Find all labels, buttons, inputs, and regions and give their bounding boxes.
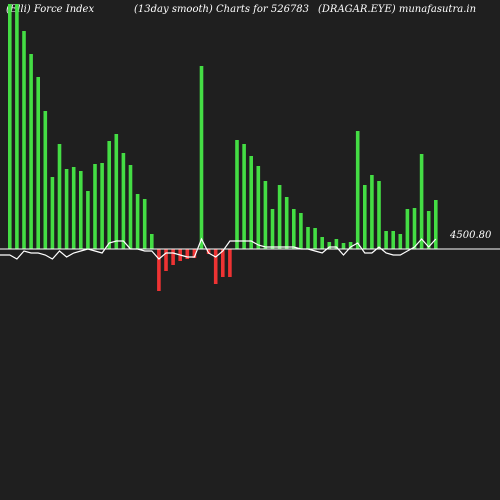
- bar: [391, 231, 395, 249]
- bar: [93, 164, 97, 249]
- bar: [256, 166, 261, 249]
- bar: [377, 181, 381, 249]
- bar: [355, 131, 360, 249]
- bar: [192, 249, 197, 258]
- bar: [107, 141, 111, 249]
- bar: [299, 213, 303, 249]
- bar: [199, 66, 204, 249]
- bar: [228, 249, 232, 277]
- bar: [341, 243, 346, 249]
- chart-header-left: (Elli) Force Index: [6, 4, 95, 15]
- bar: [348, 242, 353, 249]
- bar: [242, 144, 246, 249]
- bar: [384, 231, 388, 249]
- bar: [64, 169, 69, 249]
- bar: [398, 234, 403, 249]
- bar: [320, 237, 324, 249]
- bar: [405, 209, 410, 249]
- bar: [128, 165, 133, 249]
- bar: [263, 181, 268, 249]
- bar: [327, 242, 332, 249]
- bar: [15, 4, 19, 249]
- bar: [284, 197, 289, 249]
- bar: [121, 153, 126, 249]
- bar: [370, 175, 374, 249]
- bar: [114, 134, 119, 249]
- bar: [79, 171, 83, 249]
- bar: [100, 163, 104, 249]
- chart-header-right: (DRAGAR.EYE) munafasutra.in: [318, 4, 477, 15]
- chart-header-center: (13day smooth) Charts for 526783: [134, 4, 310, 15]
- bar: [150, 234, 154, 249]
- bar: [142, 199, 147, 249]
- bar: [334, 239, 339, 249]
- bar: [426, 211, 431, 249]
- bar: [22, 31, 26, 249]
- bar: [363, 185, 367, 249]
- bar: [86, 191, 90, 249]
- bar: [71, 167, 76, 249]
- bar: [185, 249, 190, 259]
- bar: [8, 4, 12, 249]
- smooth-line: [0, 237, 437, 260]
- bar: [434, 200, 438, 249]
- bar: [221, 249, 225, 277]
- bar: [292, 209, 296, 249]
- bar: [29, 54, 33, 249]
- bar: [206, 249, 211, 254]
- bar: [171, 249, 175, 265]
- bar: [412, 208, 417, 249]
- bar: [419, 154, 424, 249]
- bar: [235, 140, 239, 249]
- bar: [50, 177, 55, 249]
- bar: [213, 249, 218, 284]
- bar: [313, 228, 317, 249]
- bar: [57, 144, 62, 249]
- baseline-level-label: 4500.80: [449, 230, 492, 241]
- bar: [135, 194, 140, 249]
- bar: [164, 249, 168, 271]
- bar: [306, 227, 310, 249]
- bar: [270, 209, 275, 249]
- bar: [43, 111, 48, 249]
- bar: [249, 156, 253, 249]
- bar: [277, 185, 282, 249]
- bar-series: [8, 4, 438, 291]
- bar: [157, 249, 161, 291]
- bar: [36, 77, 40, 249]
